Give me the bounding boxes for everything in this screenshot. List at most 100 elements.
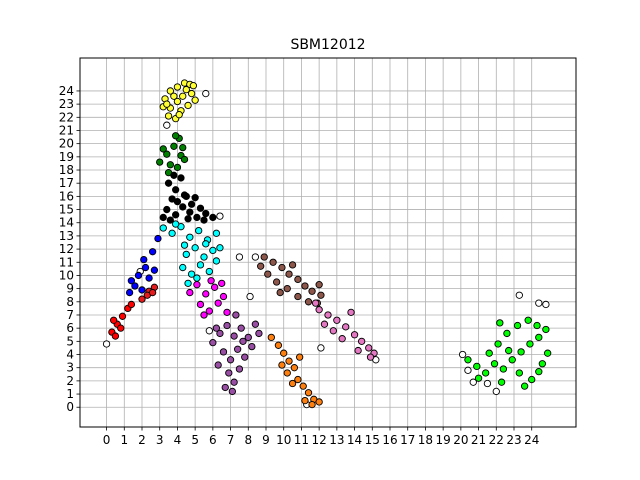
- data-point: [294, 275, 302, 284]
- data-point: [365, 344, 373, 352]
- data-point: [200, 216, 208, 224]
- data-point: [524, 316, 532, 324]
- data-point: [494, 340, 502, 348]
- data-point: [280, 349, 288, 357]
- data-point: [214, 361, 222, 369]
- data-point: [230, 332, 238, 340]
- data-point: [193, 213, 201, 222]
- data-point: [226, 356, 235, 364]
- data-point: [473, 362, 481, 371]
- data-point: [255, 329, 263, 338]
- data-point: [272, 278, 281, 286]
- data-point: [311, 299, 320, 307]
- data-point: [219, 292, 228, 301]
- y-tick-label: 17: [59, 176, 74, 190]
- data-point: [179, 92, 187, 100]
- data-point: [138, 286, 146, 294]
- data-point: [117, 324, 125, 332]
- data-point: [285, 357, 293, 365]
- data-point: [230, 378, 238, 386]
- data-point: [200, 311, 208, 319]
- x-tick-label: 12: [312, 433, 327, 447]
- data-point: [172, 132, 180, 140]
- cluster-0: [159, 79, 199, 123]
- y-tick-label: 8: [66, 295, 74, 309]
- data-point: [179, 203, 187, 211]
- data-point: [485, 349, 493, 357]
- data-point: [308, 400, 316, 409]
- x-tick-label: 4: [174, 433, 182, 447]
- data-point: [278, 361, 286, 369]
- data-point: [260, 253, 268, 261]
- data-point: [187, 89, 196, 98]
- data-point: [168, 229, 176, 237]
- outlier-point: [464, 366, 472, 374]
- data-point: [542, 325, 550, 334]
- y-tick-label: 13: [59, 229, 74, 243]
- data-point: [301, 396, 309, 405]
- data-point: [127, 277, 136, 285]
- outlier-point: [102, 340, 111, 348]
- data-point: [267, 333, 275, 342]
- x-axis: 0 1 2 3 4 5 6 7 8 9 10 11 12 13 14 15 16 17 18 19 20 21 22 23 24: [103, 427, 539, 447]
- data-point: [154, 234, 162, 243]
- data-point: [191, 194, 199, 202]
- data-point: [342, 323, 350, 331]
- x-tick-label: 23: [506, 433, 521, 447]
- cluster-9: [267, 333, 323, 409]
- data-point: [187, 200, 196, 208]
- data-point: [125, 288, 134, 297]
- outlier-point: [515, 291, 523, 299]
- data-point: [207, 277, 215, 285]
- data-point: [315, 398, 323, 406]
- y-tick-label: 6: [66, 321, 74, 335]
- data-point: [221, 383, 229, 392]
- data-point: [251, 320, 260, 328]
- data-point: [496, 319, 504, 327]
- data-point: [180, 241, 189, 249]
- cluster-8: [209, 311, 263, 396]
- x-tick-label: 6: [209, 433, 217, 447]
- data-point: [163, 205, 171, 214]
- outlier-point: [492, 387, 500, 396]
- data-point: [209, 339, 217, 347]
- data-point: [196, 261, 205, 269]
- y-tick-label: 9: [66, 282, 74, 296]
- y-tick-label: 3: [66, 361, 74, 375]
- data-point: [202, 209, 210, 218]
- data-point: [264, 270, 272, 278]
- data-point: [184, 101, 192, 110]
- data-point: [216, 329, 224, 338]
- cluster-7: [186, 277, 231, 319]
- y-tick-label: 11: [59, 255, 74, 269]
- data-point: [299, 382, 307, 390]
- data-point: [186, 208, 194, 216]
- outlier-point: [205, 327, 213, 335]
- plot-frame: [79, 57, 577, 428]
- data-point: [350, 331, 359, 339]
- data-point: [216, 244, 224, 252]
- data-point: [333, 316, 341, 324]
- data-point: [315, 306, 323, 314]
- cluster-11: [311, 299, 378, 361]
- data-point: [329, 327, 337, 335]
- data-point: [170, 92, 178, 100]
- data-point: [354, 346, 362, 355]
- data-point: [288, 379, 297, 388]
- data-point: [159, 213, 167, 222]
- data-point: [209, 246, 217, 255]
- data-point: [159, 224, 167, 232]
- data-point: [193, 274, 201, 282]
- data-point: [182, 192, 190, 201]
- y-tick-label: 7: [66, 308, 74, 322]
- data-point: [189, 82, 198, 90]
- data-point: [175, 111, 183, 119]
- y-tick-label: 0: [66, 400, 74, 414]
- data-point: [276, 288, 284, 297]
- outlier-point: [246, 292, 254, 301]
- x-tick-label: 24: [524, 433, 539, 447]
- data-point: [134, 271, 143, 280]
- data-point: [248, 342, 256, 351]
- cluster-1: [156, 132, 189, 177]
